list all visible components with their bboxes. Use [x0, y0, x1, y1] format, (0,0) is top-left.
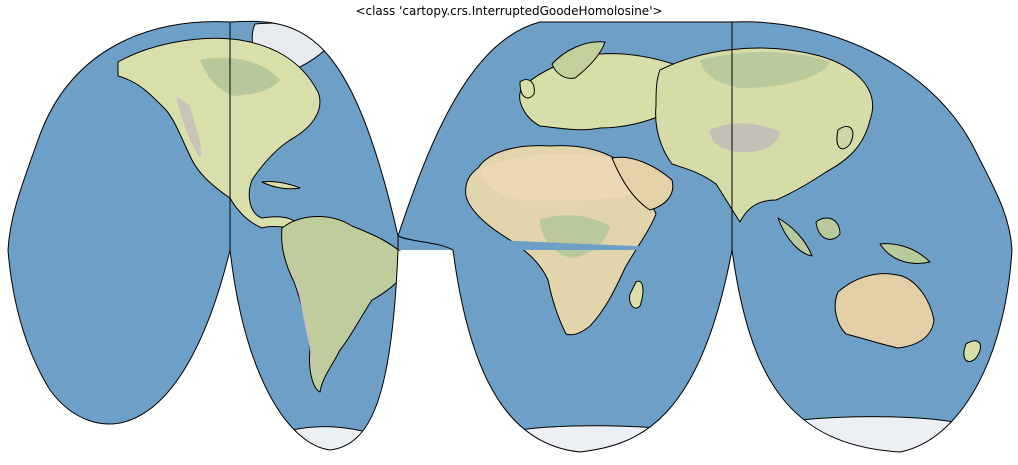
outline-atlantic-cusp [397, 235, 454, 251]
lobe-outlines [7, 20, 1013, 453]
outline-north-east [397, 21, 732, 237]
map-title: <class 'cartopy.crs.InterruptedGoodeHomo… [355, 4, 663, 18]
outline-south-america [229, 236, 399, 451]
japan-island [836, 126, 854, 150]
rocky-mountains [176, 96, 202, 158]
south-america-landmass [281, 215, 411, 393]
outline-south-africa [452, 22, 733, 453]
north-america-forest [200, 57, 280, 96]
antarctica-pacific [29, 432, 221, 452]
outline-south-pacific [7, 249, 231, 425]
antarctica-indian [799, 416, 981, 452]
antarctica-africa [514, 425, 701, 452]
borneo-island [815, 217, 841, 240]
new-zealand-island [963, 340, 981, 362]
scandinavia [551, 41, 606, 79]
sumatra-island [777, 217, 813, 257]
australia-landmass [834, 273, 935, 349]
outline-north-west [7, 21, 231, 251]
arabian-peninsula [611, 156, 674, 211]
antarctica-atlantic [289, 426, 381, 452]
new-guinea-island [879, 243, 931, 264]
ocean-lobe-south-pacific [8, 250, 230, 424]
outline-north-atlantic [229, 20, 399, 237]
cuba-island [261, 181, 301, 190]
tibetan-plateau [710, 123, 780, 153]
ocean-gap-atlantic [398, 236, 453, 250]
ocean-lobe-south-africa [453, 250, 732, 452]
sahara-region [480, 154, 632, 201]
outline-north-asia [731, 21, 1013, 251]
great-britain-island [519, 79, 535, 99]
outline-south-indian [731, 249, 1013, 453]
andes-range [292, 250, 320, 392]
ocean-lobe-south-indian [732, 250, 1012, 452]
madagascar-island [629, 280, 644, 309]
